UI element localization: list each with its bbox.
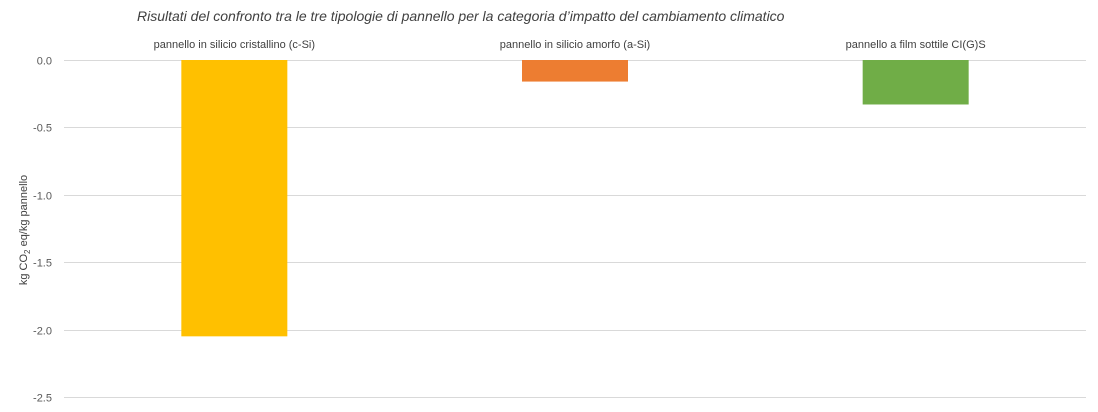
y-tick-label: -1.5 xyxy=(33,258,52,270)
category-label: pannello a film sottile CI(G)S xyxy=(846,39,986,51)
bar xyxy=(181,60,288,337)
category-label: pannello in silicio amorfo (a-Si) xyxy=(500,39,650,51)
y-axis-title: kg CO2 eq/kg pannello xyxy=(18,175,32,285)
y-axis-title-prefix: kg CO xyxy=(18,254,30,286)
y-axis-title-suffix: eq/kg pannello xyxy=(18,175,30,250)
y-axis-title-subscript: 2 xyxy=(23,249,32,254)
y-tick-label: -2.5 xyxy=(33,393,52,405)
y-tick-label: -1.0 xyxy=(33,191,52,203)
category-labels: pannello in silicio cristallino (c-Si) pa… xyxy=(154,39,986,51)
category-label: pannello in silicio cristallino (c-Si) xyxy=(154,39,315,51)
y-axis-tick-labels: 0.0 -0.5 -1.0 -1.5 -2.0 -2.5 xyxy=(33,56,52,405)
bar xyxy=(522,60,628,82)
chart-title: Risultati del confronto tra le tre tipol… xyxy=(137,8,785,24)
y-tick-label: 0.0 xyxy=(37,56,52,68)
bars xyxy=(181,60,969,337)
y-tick-label: -0.5 xyxy=(33,123,52,135)
bar xyxy=(862,60,969,105)
y-tick-label: -2.0 xyxy=(33,326,52,338)
